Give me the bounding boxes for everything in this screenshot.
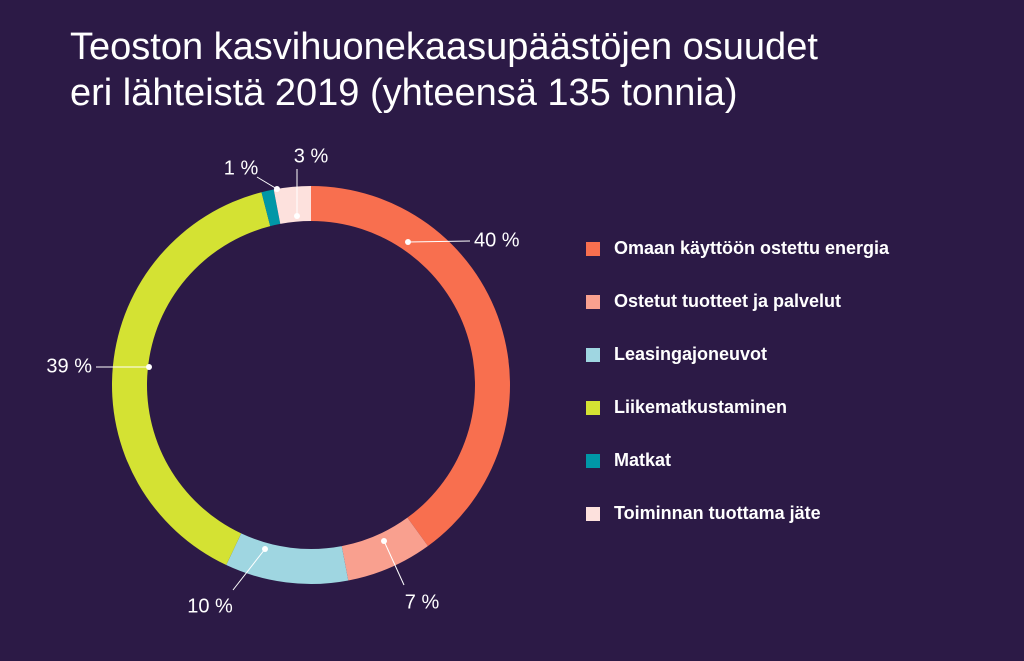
donut-slice (341, 517, 428, 581)
legend-label: Ostetut tuotteet ja palvelut (614, 291, 842, 311)
value-label: 10 % (187, 595, 233, 617)
donut-slice (311, 186, 510, 546)
legend-swatch (586, 241, 600, 256)
legend-label: Toiminnan tuottama jäte (614, 503, 821, 523)
donut-slice (261, 189, 281, 227)
legend-item: Omaan käyttöön ostettu energia (586, 222, 889, 275)
legend-swatch (586, 400, 600, 415)
value-label: 3 % (294, 145, 329, 167)
value-label: 1 % (224, 157, 259, 179)
value-label: 39 % (46, 355, 92, 377)
legend-label: Omaan käyttöön ostettu energia (614, 238, 890, 258)
leader-dot (381, 538, 387, 544)
chart-title-line-2: eri lähteistä 2019 (yhteensä 135 tonnia) (70, 72, 738, 114)
leader-dot (405, 239, 411, 245)
leader-line (256, 176, 278, 190)
legend-item: Toiminnan tuottama jäte (586, 487, 889, 540)
donut-slice (111, 192, 271, 566)
legend: Omaan käyttöön ostettu energia Ostetut tu… (586, 222, 889, 540)
chart-title-line-1: Teoston kasvihuonekaasupäästöjen osuudet (70, 26, 818, 68)
legend-label: Liikematkustaminen (614, 397, 788, 417)
leader-dot (274, 186, 280, 192)
leader-line (383, 540, 405, 586)
legend-item: Ostetut tuotteet ja palvelut (586, 275, 889, 328)
donut-slices (111, 186, 510, 585)
leader-dot (294, 213, 300, 219)
label-leader-lines (96, 169, 471, 591)
value-labels: 40 % 7 % 10 % 39 % 1 % 3 % (46, 145, 519, 617)
legend-label: Leasingajoneuvot (614, 344, 768, 364)
legend-item: Liikematkustaminen (586, 381, 889, 434)
leader-dot (262, 546, 268, 552)
legend-swatch (586, 294, 600, 309)
leader-line (232, 548, 266, 591)
legend-item: Leasingajoneuvot (586, 328, 889, 381)
leader-dot (146, 364, 152, 370)
value-label: 7 % (405, 591, 440, 613)
chart-title: Teoston kasvihuonekaasupäästöjen osuudet… (70, 24, 970, 116)
value-label: 40 % (474, 229, 520, 251)
legend-swatch (586, 453, 600, 468)
legend-swatch (586, 506, 600, 521)
leader-line (407, 240, 471, 243)
donut-slice (273, 186, 311, 224)
legend-label: Matkat (614, 450, 672, 470)
donut-slice (226, 533, 349, 585)
legend-item: Matkat (586, 434, 889, 487)
legend-swatch (586, 347, 600, 362)
